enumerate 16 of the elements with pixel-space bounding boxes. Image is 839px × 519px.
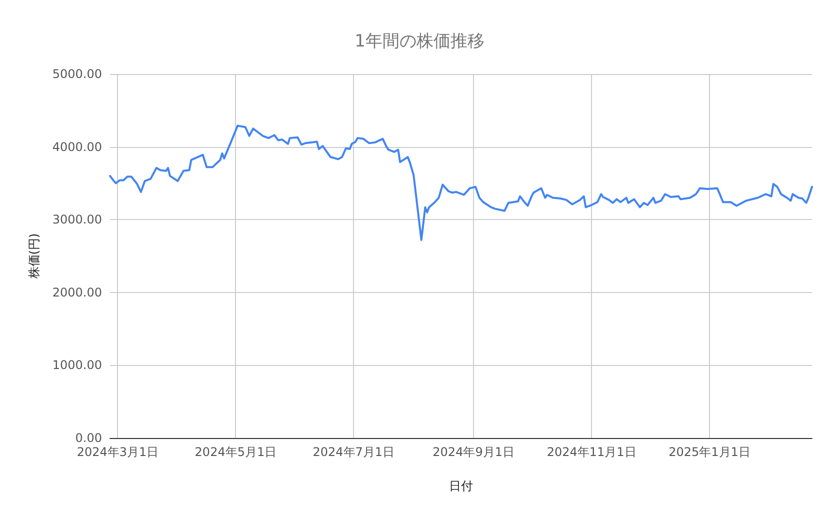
x-tick-label: 2024年5月1日: [194, 445, 277, 459]
x-tick-label: 2024年9月1日: [432, 445, 514, 459]
y-tick-label: 5000.00: [52, 67, 102, 81]
y-tick-label: 4000.00: [52, 140, 102, 154]
y-axis-title: 株価(円): [27, 233, 41, 280]
y-tick-label: 1000.00: [52, 358, 102, 372]
x-tick-label: 2024年7月1日: [312, 445, 395, 459]
line-series: [109, 124, 813, 241]
x-tick-label: 2024年11月1日: [546, 445, 636, 459]
y-tick-label: 2000.00: [52, 285, 102, 300]
y-tick-label: 3000.00: [52, 212, 102, 227]
y-tick-label: 0.00: [75, 431, 102, 445]
chart-title: 1年間の株価推移: [354, 32, 484, 52]
x-tick-label: 2025年1月1日: [668, 445, 750, 459]
x-axis-title: 日付: [449, 479, 473, 493]
x-tick-label: 2024年3月1日: [76, 445, 159, 459]
